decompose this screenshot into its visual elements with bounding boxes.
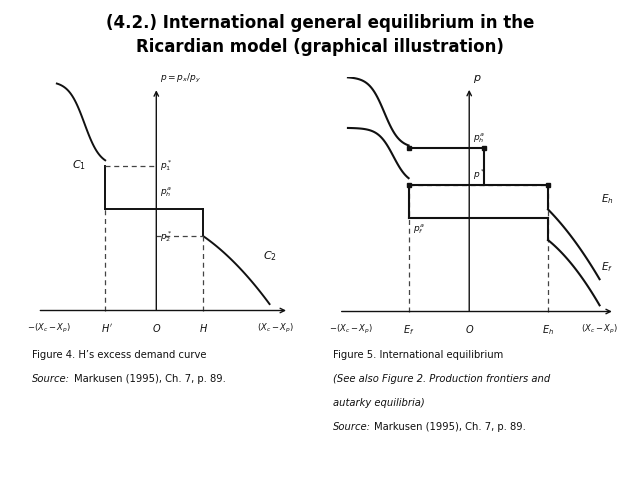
Text: $O$: $O$ — [152, 322, 161, 334]
Text: Figure 5. International equilibrium: Figure 5. International equilibrium — [333, 350, 503, 360]
Text: $(X_c-X_p)$: $(X_c-X_p)$ — [581, 323, 618, 336]
Text: $H'$: $H'$ — [100, 322, 113, 334]
Text: $p_h^a$: $p_h^a$ — [473, 132, 484, 145]
Text: autarky equilibria): autarky equilibria) — [333, 398, 424, 408]
Text: $p_1^*$: $p_1^*$ — [159, 158, 172, 173]
Text: (See also Figure 2. Production frontiers and: (See also Figure 2. Production frontiers… — [333, 374, 550, 384]
Text: Markusen (1995), Ch. 7, p. 89.: Markusen (1995), Ch. 7, p. 89. — [374, 422, 526, 432]
Text: $p$: $p$ — [473, 73, 481, 85]
Text: $O$: $O$ — [465, 323, 474, 335]
Text: $E_f$: $E_f$ — [601, 260, 613, 274]
Text: Markusen (1995), Ch. 7, p. 89.: Markusen (1995), Ch. 7, p. 89. — [74, 374, 225, 384]
Text: $E_h$: $E_h$ — [542, 323, 554, 336]
Text: $-(X_c-X_p)$: $-(X_c-X_p)$ — [26, 322, 70, 336]
Text: $E_h$: $E_h$ — [601, 192, 614, 206]
Text: Figure 4. H’s excess demand curve: Figure 4. H’s excess demand curve — [32, 350, 207, 360]
Text: $H$: $H$ — [198, 322, 208, 334]
Text: Source:: Source: — [32, 374, 70, 384]
Text: (4.2.) International general equilibrium in the
Ricardian model (graphical illus: (4.2.) International general equilibrium… — [106, 14, 534, 56]
Text: $p = p_x/p_y$: $p = p_x/p_y$ — [159, 72, 201, 85]
Text: $p_2^*$: $p_2^*$ — [159, 228, 172, 244]
Text: $(X_c-X_p)$: $(X_c-X_p)$ — [257, 322, 294, 336]
Text: $p_h^a$: $p_h^a$ — [159, 186, 172, 199]
Text: $C_1$: $C_1$ — [72, 158, 86, 172]
Text: $E_f$: $E_f$ — [403, 323, 414, 336]
Text: $C_2$: $C_2$ — [262, 250, 276, 263]
Text: $-(X_c-X_p)$: $-(X_c-X_p)$ — [329, 323, 373, 336]
Text: $p^*$: $p^*$ — [473, 168, 485, 182]
Text: $p_f^a$: $p_f^a$ — [413, 223, 425, 236]
Text: Source:: Source: — [333, 422, 371, 432]
